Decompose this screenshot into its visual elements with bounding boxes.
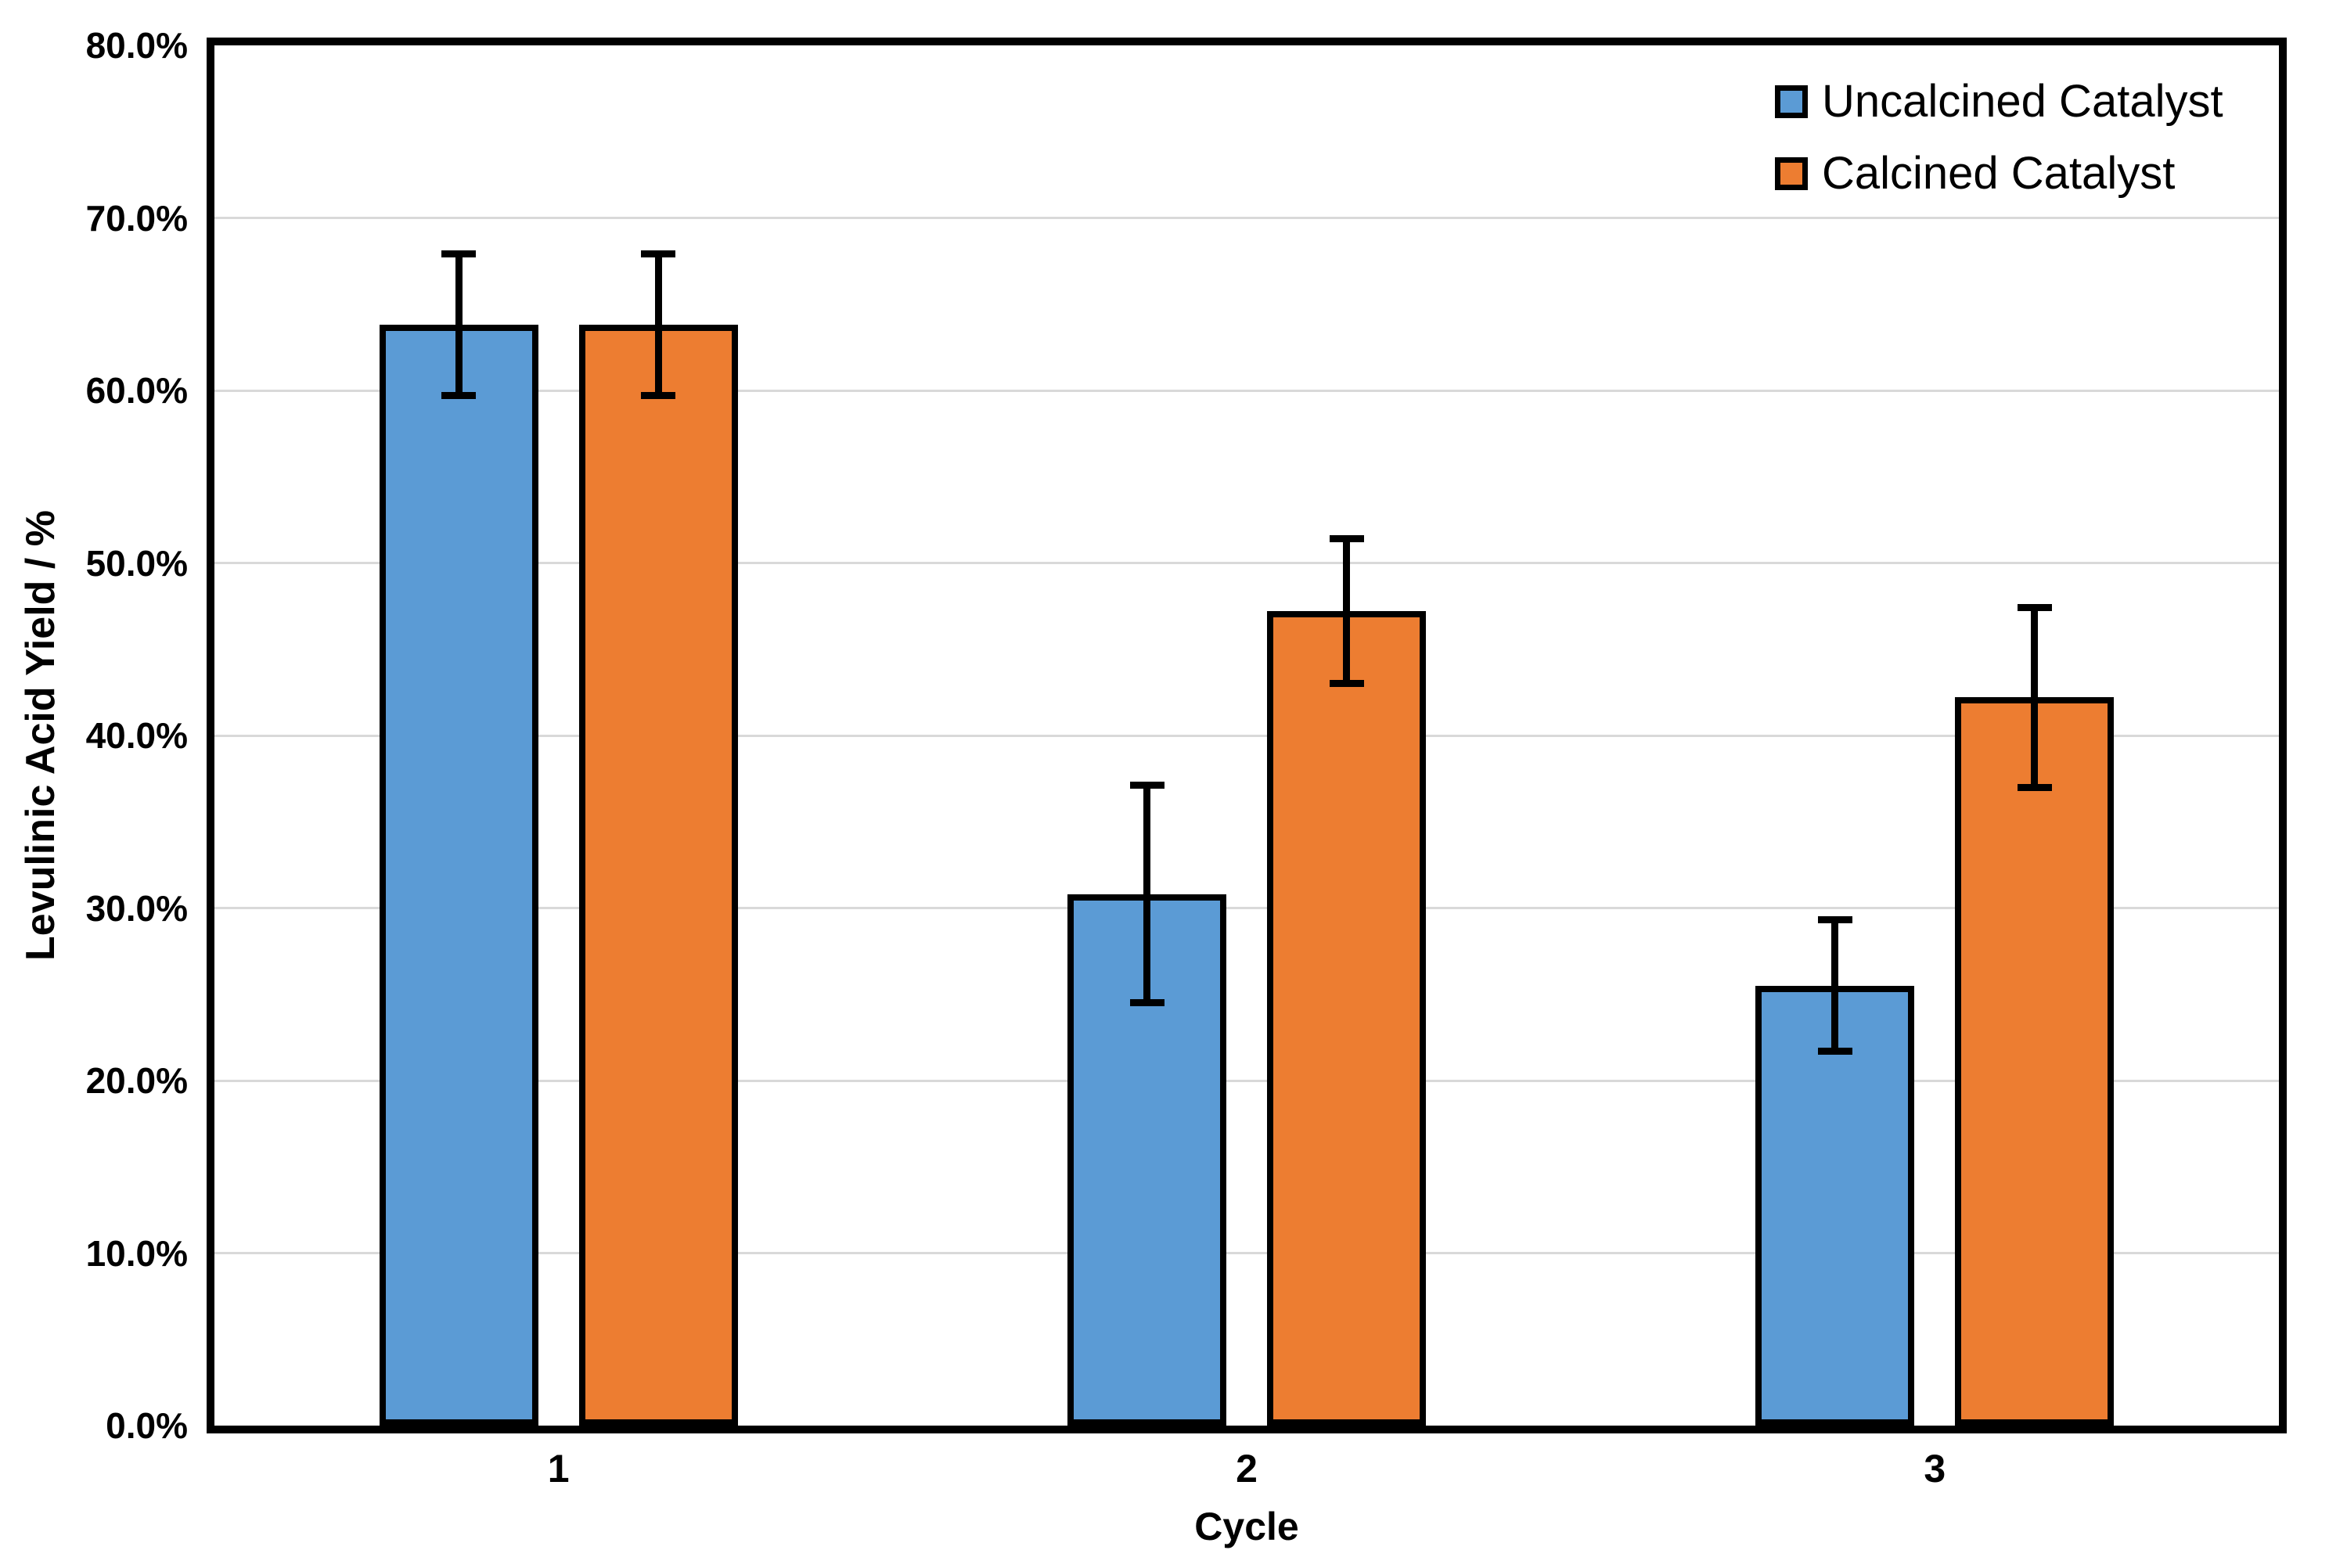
bar-calcined-catalyst-cycle-3 bbox=[1955, 697, 2115, 1426]
error-bar-cap-bottom-calcined-catalyst-cycle-3 bbox=[2017, 783, 2052, 791]
error-bar-line-uncalcined-catalyst-cycle-1 bbox=[455, 254, 463, 396]
gridline-30.0% bbox=[214, 907, 2279, 909]
gridline-40.0% bbox=[214, 734, 2279, 737]
y-tick-label-20.0%: 20.0% bbox=[85, 1060, 188, 1101]
bar-calcined-catalyst-cycle-1 bbox=[578, 325, 738, 1426]
gridline-20.0% bbox=[214, 1079, 2279, 1082]
legend-swatch-calcined-icon bbox=[1775, 157, 1808, 190]
x-axis-title: Cycle bbox=[1194, 1505, 1299, 1548]
y-tick-label-10.0%: 10.0% bbox=[85, 1232, 188, 1274]
error-bar-cap-bottom-uncalcined-catalyst-cycle-1 bbox=[441, 392, 477, 400]
error-bar-cap-bottom-uncalcined-catalyst-cycle-2 bbox=[1129, 999, 1164, 1007]
bar-uncalcined-catalyst-cycle-1 bbox=[379, 325, 538, 1426]
legend-item-uncalcined-catalyst: Uncalcined Catalyst bbox=[1775, 77, 2223, 127]
y-tick-label-60.0%: 60.0% bbox=[85, 370, 188, 411]
x-tick-label-3: 3 bbox=[1924, 1447, 1946, 1491]
error-bar-cap-bottom-calcined-catalyst-cycle-2 bbox=[1329, 680, 1364, 688]
y-tick-label-50.0%: 50.0% bbox=[85, 542, 188, 584]
error-bar-line-calcined-catalyst-cycle-1 bbox=[654, 254, 662, 396]
error-bar-cap-top-uncalcined-catalyst-cycle-2 bbox=[1129, 782, 1164, 789]
error-bar-cap-bottom-calcined-catalyst-cycle-1 bbox=[641, 392, 676, 400]
error-bar-cap-top-uncalcined-catalyst-cycle-1 bbox=[441, 250, 477, 258]
x-tick-label-1: 1 bbox=[547, 1447, 570, 1491]
y-axis-title: Levulinic Acid Yield / % bbox=[18, 509, 63, 962]
gridline-50.0% bbox=[214, 562, 2279, 564]
error-bar-line-calcined-catalyst-cycle-3 bbox=[2031, 607, 2039, 788]
legend: Uncalcined Catalyst Calcined Catalyst bbox=[1775, 77, 2223, 221]
error-bar-line-uncalcined-catalyst-cycle-3 bbox=[1831, 919, 1839, 1052]
error-bar-cap-top-uncalcined-catalyst-cycle-3 bbox=[1817, 916, 1852, 924]
error-bar-line-uncalcined-catalyst-cycle-2 bbox=[1143, 785, 1150, 1003]
error-bar-cap-top-calcined-catalyst-cycle-3 bbox=[2017, 604, 2052, 612]
error-bar-line-calcined-catalyst-cycle-2 bbox=[1343, 538, 1350, 684]
y-tick-label-70.0%: 70.0% bbox=[85, 197, 188, 239]
x-tick-label-2: 2 bbox=[1236, 1447, 1258, 1491]
y-tick-label-80.0%: 80.0% bbox=[85, 25, 188, 66]
legend-label-uncalcined: Uncalcined Catalyst bbox=[1822, 76, 2223, 127]
gridline-60.0% bbox=[214, 389, 2279, 392]
error-bar-cap-bottom-uncalcined-catalyst-cycle-3 bbox=[1817, 1048, 1852, 1055]
gridline-70.0% bbox=[214, 217, 2279, 219]
bar-calcined-catalyst-cycle-2 bbox=[1267, 611, 1426, 1426]
legend-swatch-uncalcined-icon bbox=[1775, 85, 1808, 118]
y-tick-label-0.0%: 0.0% bbox=[106, 1405, 188, 1446]
gridline-10.0% bbox=[214, 1252, 2279, 1254]
error-bar-cap-top-calcined-catalyst-cycle-1 bbox=[641, 250, 676, 258]
error-bar-cap-top-calcined-catalyst-cycle-2 bbox=[1329, 535, 1364, 543]
legend-item-calcined-catalyst: Calcined Catalyst bbox=[1775, 149, 2223, 199]
y-tick-label-30.0%: 30.0% bbox=[85, 887, 188, 929]
legend-label-calcined: Calcined Catalyst bbox=[1822, 148, 2176, 199]
y-tick-label-40.0%: 40.0% bbox=[85, 715, 188, 756]
